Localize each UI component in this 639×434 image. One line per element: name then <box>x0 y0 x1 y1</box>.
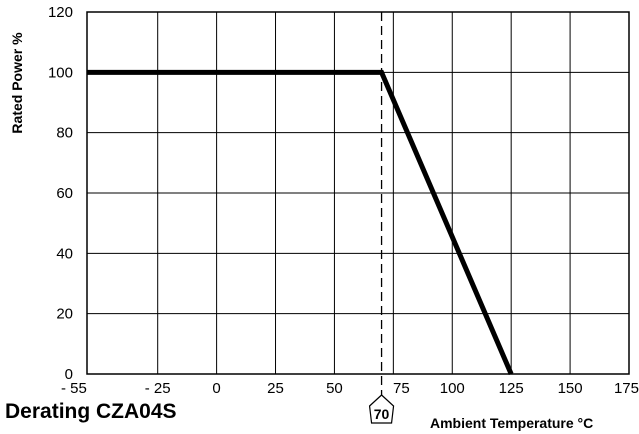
y-axis-label: Rated Power % <box>9 32 25 134</box>
x-axis-label: Ambient Temperature °C <box>430 415 593 431</box>
x-tick-label-1: - 25 <box>145 380 171 397</box>
y-tick-label-1: 20 <box>56 306 73 323</box>
y-tick-label-6: 120 <box>48 4 73 21</box>
x-tick-label-8: 150 <box>558 380 583 397</box>
y-tick-label-5: 100 <box>48 64 73 81</box>
x-tick-label-4: 50 <box>326 380 343 397</box>
x-tick-label-7: 125 <box>499 380 524 397</box>
x-tick-labels: - 55 - 25 0 25 50 75 100 125 150 175 <box>61 380 639 397</box>
y-tick-label-0: 0 <box>65 366 73 383</box>
reference-marker-70: 70 <box>368 394 395 424</box>
x-tick-label-0: - 55 <box>61 380 87 397</box>
x-tick-label-2: 0 <box>212 380 220 397</box>
derating-curve <box>87 69 514 375</box>
y-tick-label-3: 60 <box>56 185 73 202</box>
y-tick-label-2: 40 <box>56 245 73 262</box>
chart-title: Derating CZA04S <box>5 400 177 423</box>
grid-lines <box>86 11 630 375</box>
x-tick-label-6: 100 <box>440 380 465 397</box>
reference-marker-label: 70 <box>374 406 390 422</box>
x-tick-label-5: 75 <box>393 380 410 397</box>
y-tick-labels: 0 20 40 60 80 100 120 <box>48 4 73 383</box>
plot-frame <box>86 11 630 375</box>
x-tick-label-3: 25 <box>267 380 284 397</box>
reference-marker-shape <box>368 394 395 424</box>
y-tick-label-4: 80 <box>56 125 73 142</box>
x-tick-label-9: 175 <box>614 380 639 397</box>
